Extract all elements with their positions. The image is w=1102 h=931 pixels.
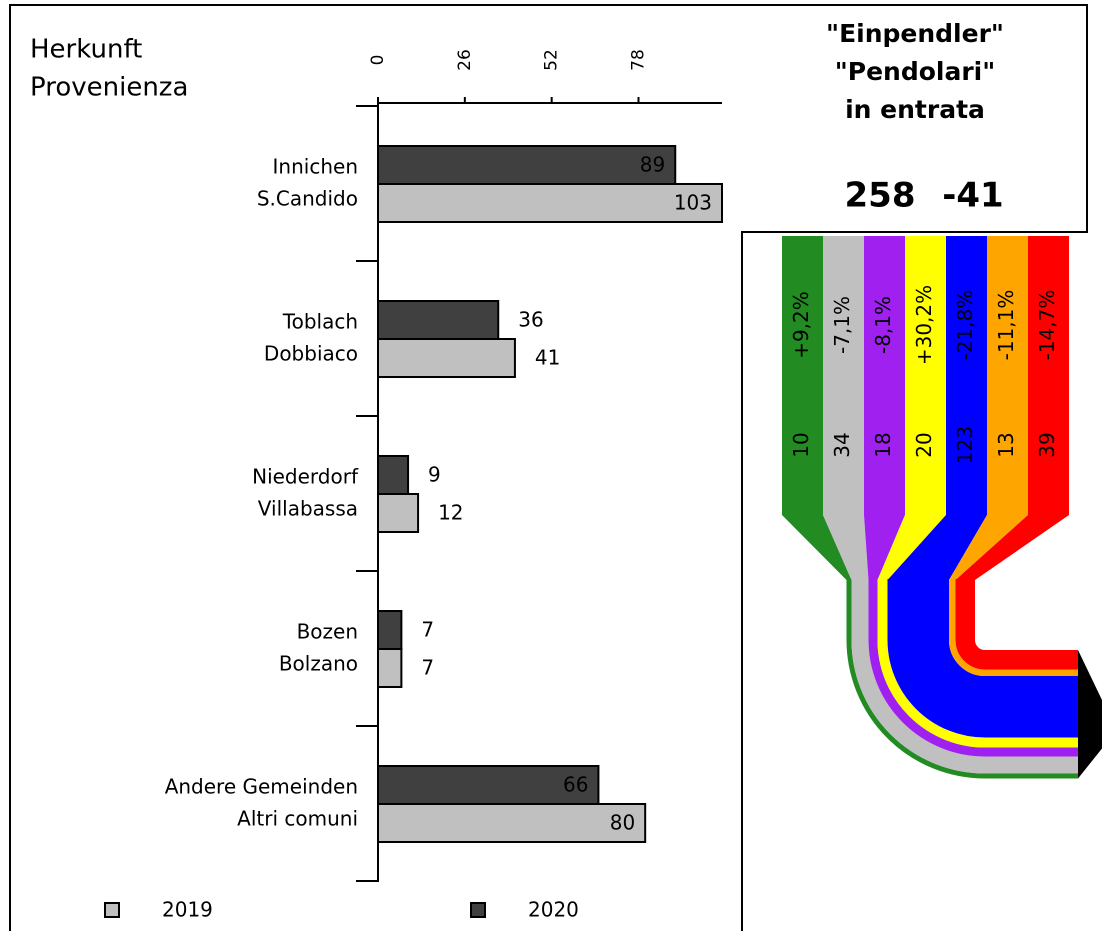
category-label: Altri comuni xyxy=(237,807,358,831)
flow-change-label: +9,2% xyxy=(789,291,813,359)
value-label: 89 xyxy=(640,153,665,177)
flow-value: 123 xyxy=(953,426,977,464)
flow-arrow xyxy=(1078,650,1102,779)
axis-title: Provenienza xyxy=(30,73,188,103)
flow-change-label: +30,2% xyxy=(912,285,936,365)
category-label: Bozen xyxy=(297,620,358,644)
flow-band xyxy=(877,236,946,580)
bar xyxy=(377,610,403,650)
flow-band xyxy=(782,236,852,580)
flow-band xyxy=(846,579,1078,779)
flow-total: 258 xyxy=(845,176,916,216)
value-label: 80 xyxy=(610,811,635,835)
category-label: Andere Gemeinden xyxy=(165,775,358,799)
value-label: 103 xyxy=(674,191,712,215)
flow-change-label: -8,1% xyxy=(871,296,895,354)
flow-band xyxy=(851,579,1078,774)
flow-value: 13 xyxy=(994,432,1018,457)
category-label: Dobbiaco xyxy=(264,342,358,366)
bar xyxy=(377,648,403,688)
value-label: 36 xyxy=(518,308,543,332)
bar xyxy=(377,803,647,843)
frame xyxy=(9,4,1088,931)
value-label: 7 xyxy=(421,618,434,642)
flow-band xyxy=(955,236,1069,580)
bar xyxy=(377,145,677,185)
flow-change-label: -11,1% xyxy=(994,290,1018,361)
bar xyxy=(377,455,410,495)
x-tick-label: 0 xyxy=(368,55,388,66)
x-tick-label: 26 xyxy=(455,49,475,71)
flow-title: "Pendolari" xyxy=(835,57,996,86)
bar xyxy=(377,765,600,805)
flow-band xyxy=(868,579,1078,757)
flow-band xyxy=(877,579,1078,748)
flow-band xyxy=(955,579,1078,670)
flow-title: in entrata xyxy=(845,95,985,124)
x-tick-label: 52 xyxy=(542,49,562,71)
axis-title: Herkunft xyxy=(30,35,142,65)
flow-value: 18 xyxy=(871,432,895,457)
bar xyxy=(377,338,516,378)
category-label: Niederdorf xyxy=(252,465,359,489)
flow-change: -41 xyxy=(942,176,1003,216)
flow-band xyxy=(949,236,1028,580)
bar xyxy=(377,183,723,223)
x-tick-label: 78 xyxy=(629,49,649,71)
category-label: Toblach xyxy=(282,310,358,334)
flow-change-label: -7,1% xyxy=(830,296,854,354)
flow-value: 34 xyxy=(830,432,854,457)
legend-swatch xyxy=(470,902,486,918)
flow-band xyxy=(864,236,905,580)
flow-title: "Einpendler" xyxy=(826,19,1004,48)
flow-band xyxy=(949,579,1078,676)
category-label: Bolzano xyxy=(279,652,358,676)
legend-label: 2019 xyxy=(162,898,213,922)
bar xyxy=(377,493,420,533)
value-label: 66 xyxy=(563,773,588,797)
legend-label: 2020 xyxy=(528,898,579,922)
flow-band xyxy=(823,236,869,580)
value-label: 7 xyxy=(421,656,434,680)
flow-band xyxy=(887,236,987,580)
value-label: 9 xyxy=(428,463,441,487)
category-label: S.Candido xyxy=(257,187,358,211)
category-label: Innichen xyxy=(273,155,358,179)
value-label: 12 xyxy=(438,501,463,525)
category-label: Villabassa xyxy=(258,497,358,521)
bar xyxy=(377,300,500,340)
flow-value: 20 xyxy=(912,432,936,457)
value-label: 41 xyxy=(535,346,560,370)
legend-swatch xyxy=(104,902,120,918)
flow-change-label: -14,7% xyxy=(1035,290,1059,361)
flow-change-label: -21,8% xyxy=(953,290,977,361)
flow-value: 10 xyxy=(789,432,813,457)
flow-value: 39 xyxy=(1035,432,1059,457)
flow-band xyxy=(887,579,1078,738)
